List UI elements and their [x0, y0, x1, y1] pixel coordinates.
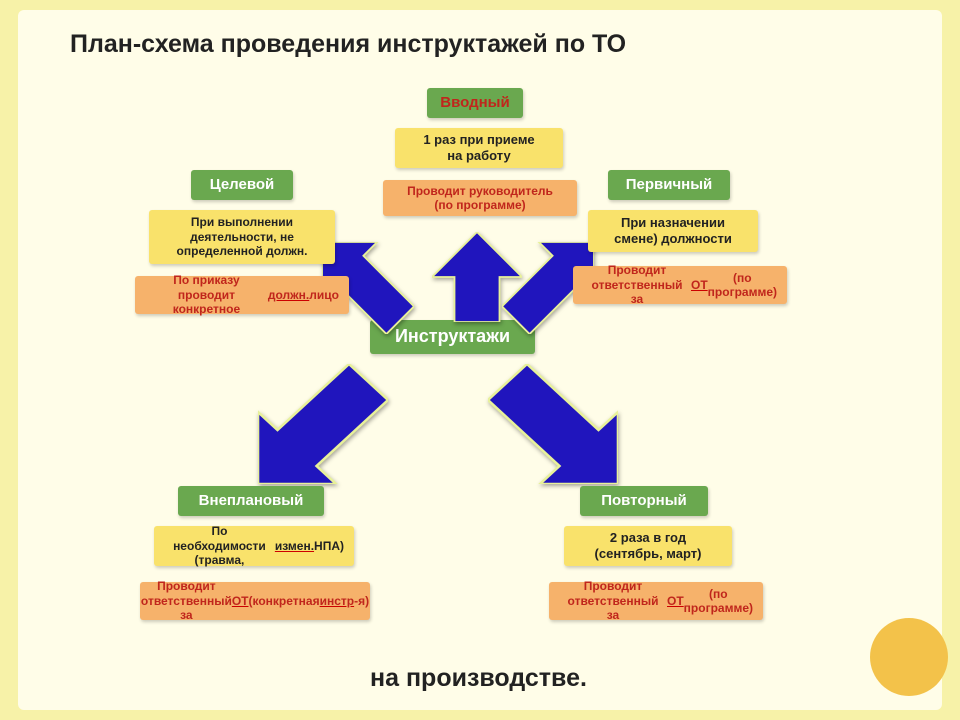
- page-footer: на производстве.: [370, 664, 587, 693]
- yellow-box-top: 1 раз при приеме на работу: [395, 128, 563, 168]
- green-box-top-right: Первичный: [608, 170, 730, 200]
- diagram-canvas: План-схема проведения инструктажей по ТО…: [0, 0, 960, 720]
- accent-circle: [870, 618, 948, 696]
- green-box-bottom-right: Повторный: [580, 486, 708, 516]
- green-box-top-left: Целевой: [191, 170, 293, 200]
- arrow-bottom-right: [488, 364, 618, 484]
- yellow-box-top-right: При назначении смене) должности: [588, 210, 758, 252]
- page-title: План-схема проведения инструктажей по ТО: [70, 30, 626, 59]
- orange-box-bottom-left: Проводит ответственный за ОТ (конкретная…: [140, 582, 370, 620]
- yellow-box-bottom-right: 2 раза в год (сентябрь, март): [564, 526, 732, 566]
- orange-box-top-right: Проводит ответственный за ОТ (по програм…: [573, 266, 787, 304]
- green-box-top: Вводный: [427, 88, 523, 118]
- orange-box-bottom-right: Проводит ответственный за ОТ (по програм…: [549, 582, 763, 620]
- arrow-bottom-left: [258, 364, 388, 484]
- yellow-box-bottom-left: По необходимости (травма, измен. НПА): [154, 526, 354, 566]
- orange-box-top-left: По приказу проводит конкретное должн. ли…: [135, 276, 349, 314]
- orange-box-top: Проводит руководитель (по программе): [383, 180, 577, 216]
- yellow-box-top-left: При выполнении деятельности, не определе…: [149, 210, 335, 264]
- green-box-bottom-left: Внеплановый: [178, 486, 324, 516]
